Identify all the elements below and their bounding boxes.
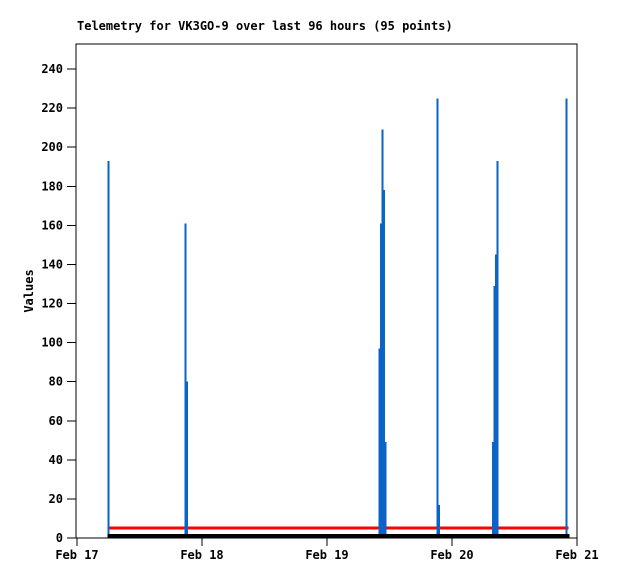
y-tick-label: 200 — [41, 140, 63, 154]
series-telemetry-values — [107, 98, 568, 537]
y-tick-label: 220 — [41, 101, 63, 115]
y-tick-label: 100 — [41, 336, 63, 350]
y-tick-label: 60 — [49, 414, 63, 428]
y-tick-label: 120 — [41, 297, 63, 311]
chart-title: Telemetry for VK3GO-9 over last 96 hours… — [77, 19, 453, 33]
x-tick-label: Feb 17 — [55, 548, 98, 562]
y-tick-label: 160 — [41, 218, 63, 232]
plot-border — [75, 43, 578, 539]
x-tick-label: Feb 21 — [555, 548, 598, 562]
x-tick-label: Feb 18 — [180, 548, 223, 562]
x-tick-label: Feb 20 — [430, 548, 473, 562]
x-tick-label: Feb 19 — [305, 548, 348, 562]
y-tick-label: 240 — [41, 62, 63, 76]
y-tick-label: 0 — [56, 531, 63, 545]
y-tick-label: 180 — [41, 179, 63, 193]
y-tick-label: 40 — [49, 453, 63, 467]
x-axis: Feb 17 Feb 18 Feb 19 Feb 20 Feb 21 — [55, 538, 599, 562]
y-tick-label: 80 — [49, 375, 63, 389]
y-tick-label: 140 — [41, 257, 63, 271]
y-tick-label: 20 — [49, 492, 63, 506]
y-axis: 0 20 40 60 80 100 120 140 160 180 200 220 240 — [41, 62, 76, 545]
